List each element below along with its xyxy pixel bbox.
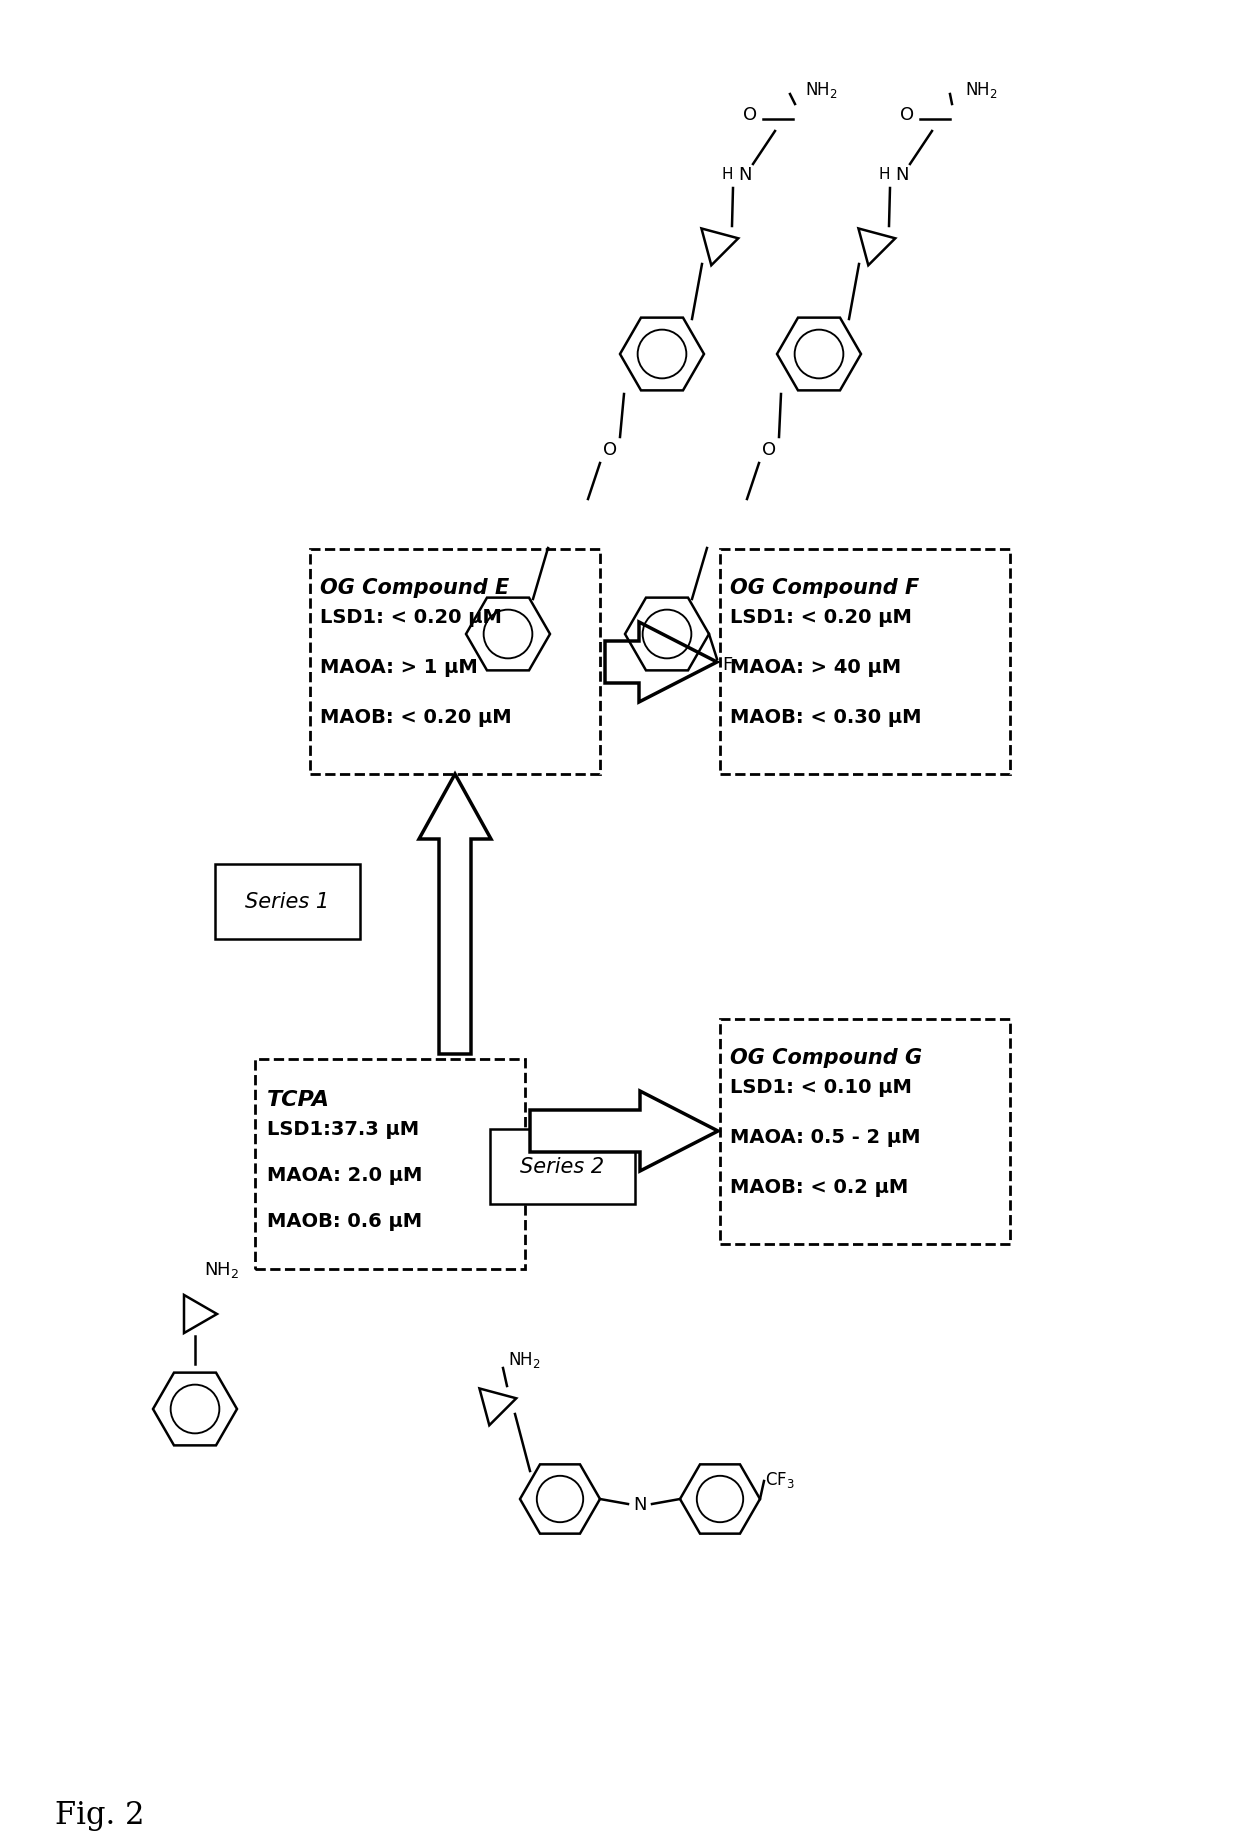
Text: Series 2: Series 2 <box>521 1157 605 1177</box>
Text: N: N <box>634 1495 647 1514</box>
Text: H: H <box>878 168 890 183</box>
Bar <box>490 1129 635 1205</box>
Text: LSD1: < 0.20 μM: LSD1: < 0.20 μM <box>730 608 911 626</box>
Text: N: N <box>895 166 909 185</box>
Text: O: O <box>761 442 776 458</box>
Text: NH$_2$: NH$_2$ <box>965 79 998 100</box>
Text: N: N <box>738 166 751 185</box>
Text: LSD1:37.3 μM: LSD1:37.3 μM <box>267 1120 419 1138</box>
Text: LSD1: < 0.10 μM: LSD1: < 0.10 μM <box>730 1077 911 1096</box>
Text: NH$_2$: NH$_2$ <box>205 1258 239 1279</box>
Text: MAOA: > 1 μM: MAOA: > 1 μM <box>320 658 477 676</box>
Text: NH$_2$: NH$_2$ <box>508 1349 541 1369</box>
Bar <box>720 1020 1011 1244</box>
Text: O: O <box>603 442 618 458</box>
Text: Fig. 2: Fig. 2 <box>55 1798 145 1830</box>
Text: MAOA: 2.0 μM: MAOA: 2.0 μM <box>267 1166 423 1185</box>
Text: MAOA: 0.5 - 2 μM: MAOA: 0.5 - 2 μM <box>730 1127 920 1146</box>
Text: MAOB: 0.6 μM: MAOB: 0.6 μM <box>267 1210 422 1231</box>
Text: MAOB: < 0.20 μM: MAOB: < 0.20 μM <box>320 708 512 726</box>
Text: O: O <box>743 105 758 124</box>
Text: O: O <box>900 105 914 124</box>
Text: TCPA: TCPA <box>267 1090 330 1109</box>
Bar <box>215 865 360 939</box>
Text: LSD1: < 0.20 μM: LSD1: < 0.20 μM <box>320 608 502 626</box>
Text: Series 1: Series 1 <box>246 891 330 911</box>
Text: H: H <box>722 168 733 183</box>
Text: OG Compound G: OG Compound G <box>730 1048 923 1068</box>
Polygon shape <box>529 1092 718 1172</box>
Text: OG Compound F: OG Compound F <box>730 578 919 597</box>
Text: CF$_3$: CF$_3$ <box>765 1469 795 1489</box>
Polygon shape <box>419 774 491 1055</box>
Text: MAOA: > 40 μM: MAOA: > 40 μM <box>730 658 901 676</box>
Polygon shape <box>605 623 717 702</box>
Text: NH$_2$: NH$_2$ <box>805 79 838 100</box>
Text: OG Compound E: OG Compound E <box>320 578 510 597</box>
Text: F: F <box>722 656 733 675</box>
Bar <box>310 549 600 774</box>
Bar <box>255 1059 525 1270</box>
Text: MAOB: < 0.2 μM: MAOB: < 0.2 μM <box>730 1177 908 1196</box>
Text: MAOB: < 0.30 μM: MAOB: < 0.30 μM <box>730 708 921 726</box>
Bar <box>720 549 1011 774</box>
